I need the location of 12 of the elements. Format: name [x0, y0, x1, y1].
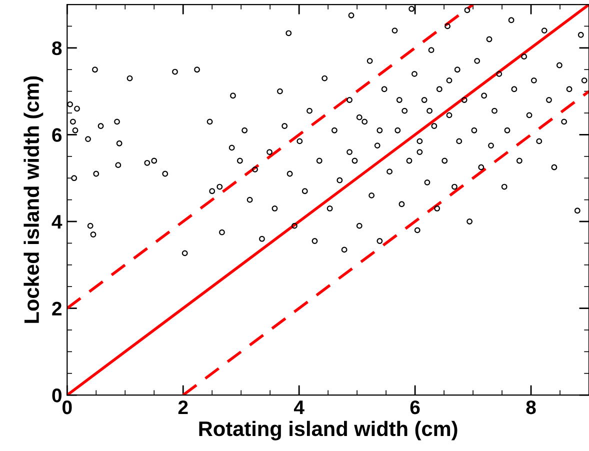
x-tick-label: 4	[294, 400, 304, 414]
x-tick-label: 0	[62, 400, 72, 414]
x-tick-label: 6	[410, 400, 420, 414]
x-axis-title: Rotating island width (cm)	[199, 420, 458, 440]
y-tick-label: 6	[52, 128, 62, 142]
y-tick-label: 0	[52, 388, 62, 402]
x-tick-label: 8	[526, 400, 536, 414]
y-tick-label: 8	[52, 41, 62, 56]
y-axis-title: Locked island width (cm)	[24, 76, 44, 323]
y-tick-label: 4	[52, 215, 62, 229]
y-tick-label: 2	[52, 302, 62, 316]
x-tick-label: 2	[178, 400, 188, 414]
